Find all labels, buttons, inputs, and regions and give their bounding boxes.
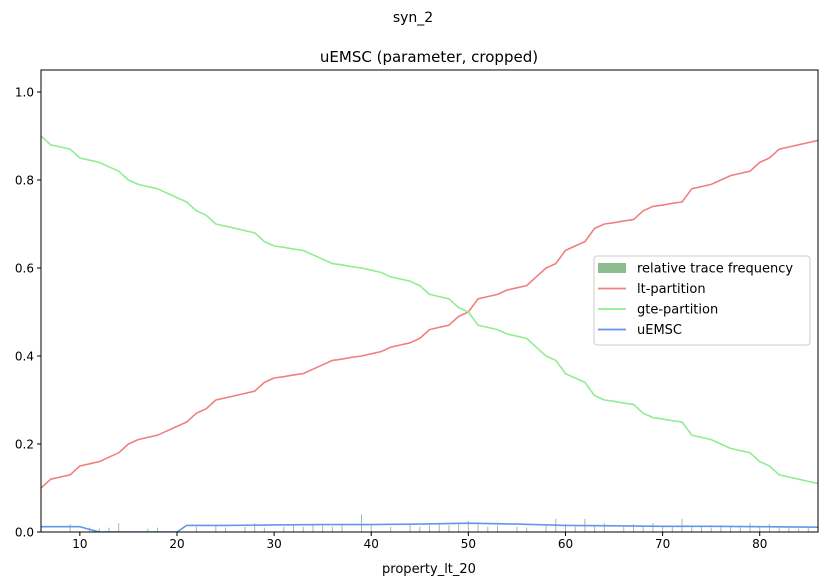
x-tick-label: 10 xyxy=(72,537,87,551)
x-tick-label: 50 xyxy=(461,537,476,551)
x-tick-label: 20 xyxy=(169,537,184,551)
series-line-gte-partition xyxy=(41,135,818,485)
x-tick-label: 60 xyxy=(558,537,573,551)
legend-label: relative trace frequency xyxy=(637,262,793,277)
y-tick-label: 0.6 xyxy=(15,262,34,276)
x-tick-label: 80 xyxy=(752,537,767,551)
x-tick-label: 40 xyxy=(364,537,379,551)
y-tick-label: 0.8 xyxy=(15,174,34,188)
series-lines xyxy=(41,135,818,532)
chart-title: uEMSC (parameter, cropped) xyxy=(320,48,538,66)
legend-marker xyxy=(598,263,626,273)
y-tick-label: 1.0 xyxy=(15,86,34,100)
x-axis: 10 20 30 40 50 60 70 80 xyxy=(72,532,767,551)
legend: relative trace frequency lt-partition gte-… xyxy=(593,255,811,346)
legend-label: uEMSC xyxy=(637,323,682,338)
x-axis-label: property_lt_20 xyxy=(382,562,476,577)
series-line-lt-partition xyxy=(41,139,818,489)
series-line-uemsc xyxy=(41,522,818,532)
y-tick-label: 0.2 xyxy=(15,438,34,452)
plot-area-frame xyxy=(40,69,819,533)
y-axis: 0.0 0.2 0.4 0.6 0.8 1.0 xyxy=(15,86,41,540)
y-tick-label: 0.0 xyxy=(15,526,34,540)
y-tick-label: 0.4 xyxy=(15,350,34,364)
x-tick-label: 70 xyxy=(655,537,670,551)
figure-suptitle: syn_2 xyxy=(393,10,433,26)
legend-label: lt-partition xyxy=(637,282,706,297)
legend-label: gte-partition xyxy=(637,303,718,318)
x-tick-label: 30 xyxy=(266,537,281,551)
legend-frame xyxy=(593,255,811,346)
